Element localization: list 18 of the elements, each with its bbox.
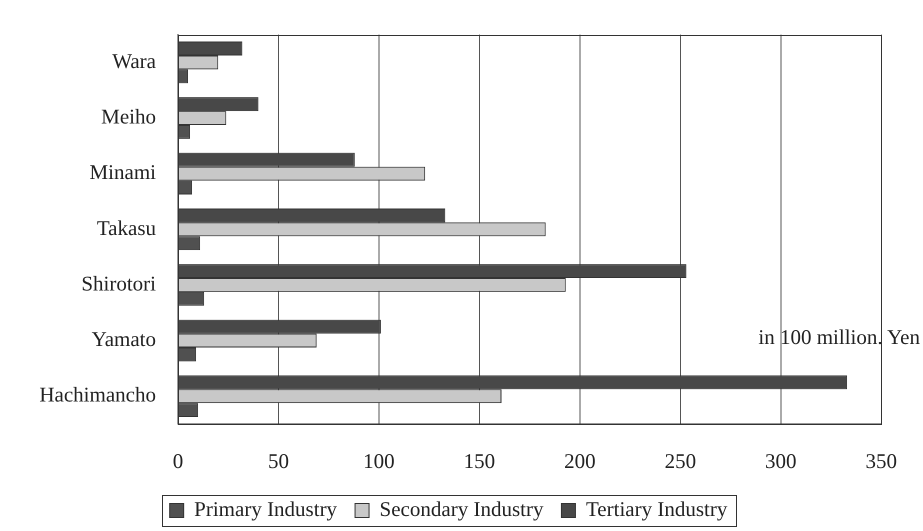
x-tick-label: 300 — [765, 449, 797, 474]
y-tick-label: Takasu — [96, 216, 156, 240]
x-tick-label: 200 — [564, 449, 596, 474]
x-tick-label: 250 — [664, 449, 696, 474]
x-tick-label: 100 — [363, 449, 395, 474]
x-tick-label: 150 — [464, 449, 496, 474]
y-tick-label: Minami — [90, 160, 156, 184]
y-tick-label: Meiho — [101, 104, 156, 129]
legend-label: Primary Industry — [194, 497, 338, 522]
y-tick-label: Hachimancho — [39, 382, 156, 407]
y-tick-label: Shirotori — [81, 271, 156, 296]
y-tick-label: Wara — [112, 48, 157, 73]
x-tick-label: 0 — [172, 449, 184, 474]
x-tick-label: 50 — [268, 449, 289, 474]
legend-label: Secondary Industry — [380, 497, 544, 522]
y-tick-label: Yamato — [92, 327, 156, 352]
legend-label: Tertiary Industry — [586, 497, 728, 522]
x-tick-label: 350 — [866, 449, 897, 474]
